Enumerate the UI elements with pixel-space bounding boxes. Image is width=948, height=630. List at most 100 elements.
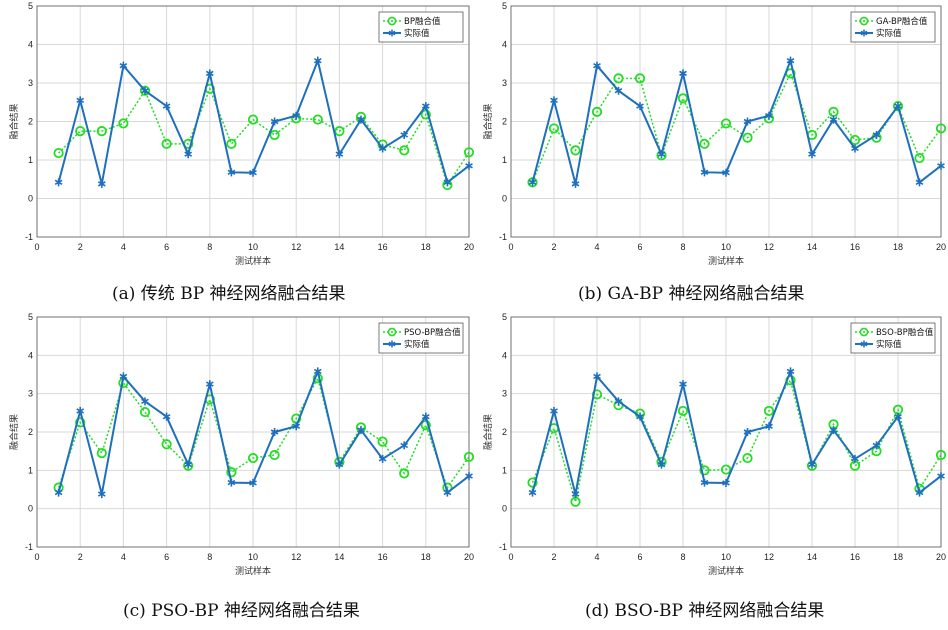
chart-c-caption: (c) PSO-BP 神经网络融合结果 bbox=[123, 601, 360, 621]
chart-b-point-star bbox=[894, 102, 902, 111]
chart-a-point-circle bbox=[161, 138, 172, 149]
chart-c-point-star bbox=[205, 380, 214, 389]
chart-b-ytick-label: 5 bbox=[502, 1, 507, 11]
chart-b-point-star bbox=[851, 144, 859, 153]
chart-b-ytick-label: 4 bbox=[502, 40, 507, 50]
chart-b-point-star bbox=[937, 161, 945, 170]
chart-b-point-circle bbox=[634, 73, 646, 84]
chart-d-point-star bbox=[657, 460, 666, 469]
chart-c-point-circle bbox=[75, 417, 86, 428]
chart-b-point-star bbox=[829, 115, 838, 124]
chart-b-point-star bbox=[700, 168, 709, 177]
chart-d-xtick-label: 18 bbox=[893, 552, 903, 562]
chart-c-xtick-label: 0 bbox=[34, 552, 39, 562]
chart-c-point-circle bbox=[420, 420, 431, 431]
chart-b-ytick-label: 0 bbox=[502, 194, 507, 204]
chart-c-point-star bbox=[76, 406, 85, 415]
chart-d-xlabel: 测试样本 bbox=[708, 565, 744, 577]
chart-a-point-star bbox=[465, 161, 473, 170]
chart-b-ytick-label: 2 bbox=[502, 117, 507, 127]
chart-a-legend-label: BP融合值 bbox=[404, 16, 441, 27]
chart-d-xtick-label: 20 bbox=[936, 552, 946, 562]
chart-a-xlabel: 测试样本 bbox=[235, 255, 271, 267]
chart-d-point-star bbox=[722, 478, 730, 487]
chart-a-caption: (a) 传统 BP 神经网络融合结果 bbox=[112, 284, 346, 304]
chart-d-legend-swatch-marker bbox=[860, 340, 868, 348]
chart-a-point-star bbox=[162, 102, 171, 111]
chart-d-point-star bbox=[571, 490, 580, 499]
chart-b-point-star bbox=[614, 86, 623, 95]
chart-c-point-star bbox=[357, 426, 365, 435]
chart-a-point-star bbox=[378, 144, 387, 153]
chart-d-point-star bbox=[765, 422, 773, 431]
chart-b-series-actual bbox=[528, 56, 945, 188]
chart-b-xtick-label: 20 bbox=[936, 242, 946, 252]
chart-b-xtick-label: 10 bbox=[721, 242, 731, 252]
chart-c-point-star bbox=[249, 478, 257, 487]
chart-c-point-circle bbox=[377, 436, 388, 447]
chart-b-point-star bbox=[915, 178, 924, 187]
chart-d-point-star bbox=[550, 406, 558, 415]
chart-d-xtick-label: 4 bbox=[594, 552, 599, 562]
chart-a-ylabel: 融合结果 bbox=[8, 103, 20, 139]
chart-c-xtick-label: 8 bbox=[207, 552, 212, 562]
chart-b-legend-swatch-marker bbox=[859, 16, 869, 26]
chart-a-point-circle bbox=[96, 126, 107, 137]
chart-panel-b: 0 2 4 6 8 10 12 14 16 18 20 -1 0 1 2 3 4 5 测试样本 融合结果 GA-BP融合… bbox=[474, 0, 948, 310]
chart-c-ytick-label: 4 bbox=[28, 350, 33, 360]
chart-a-series-line bbox=[57, 57, 470, 185]
chart-c-xtick-label: 10 bbox=[248, 552, 258, 562]
chart-a-xtick-label: 16 bbox=[378, 242, 388, 252]
chart-b-point-circle bbox=[527, 177, 538, 188]
chart-d-legend-label: BSO-BP融合值 bbox=[876, 327, 934, 338]
chart-c-xlabel: 测试样本 bbox=[235, 565, 271, 577]
chart-b-xtick-label: 6 bbox=[637, 242, 642, 252]
chart-a-point-star bbox=[76, 96, 85, 105]
chart-a-point-circle bbox=[247, 114, 259, 125]
chart-c-point-star bbox=[141, 397, 149, 406]
chart-b-point-star bbox=[722, 168, 730, 177]
chart-b-point-circle bbox=[892, 101, 904, 112]
chart-c-point-star bbox=[97, 490, 106, 499]
chart-b-xtick-label: 2 bbox=[551, 242, 556, 252]
chart-d-xtick-label: 8 bbox=[680, 552, 685, 562]
chart-a-point-star bbox=[335, 150, 344, 159]
chart-d-point-star bbox=[937, 472, 945, 481]
chart-a-legend-swatch-marker bbox=[387, 16, 397, 26]
chart-c-point-star bbox=[162, 412, 171, 421]
chart-a-point-circle bbox=[53, 147, 64, 159]
chart-c-ytick-label: 5 bbox=[28, 312, 33, 322]
chart-a-point-circle bbox=[269, 129, 280, 141]
chart-b-xlabel: 测试样本 bbox=[708, 255, 744, 267]
chart-d-svg: 0 2 4 6 8 10 12 14 16 18 20-1012345测试样本融合结果BSO-BP融… bbox=[482, 312, 947, 577]
chart-b-xtick-label: 18 bbox=[893, 242, 903, 252]
chart-d-legend-label: 实际值 bbox=[876, 339, 902, 350]
chart-c-series-actual bbox=[54, 367, 473, 499]
chart-a-point-star bbox=[205, 69, 214, 78]
chart-d-point-circle bbox=[935, 449, 947, 461]
chart-c-point-star bbox=[270, 428, 279, 436]
chart-c-point-star bbox=[335, 460, 344, 469]
chart-b-xtick-label: 12 bbox=[764, 242, 774, 252]
chart-c-point-circle bbox=[247, 452, 259, 464]
chart-a-xtick-label: 10 bbox=[248, 242, 258, 252]
chart-c-point-circle bbox=[139, 406, 151, 418]
chart-d-point-star bbox=[786, 367, 795, 376]
chart-b-xtick-label: 0 bbox=[508, 242, 513, 252]
chart-d-point-circle bbox=[699, 465, 710, 476]
chart-a-point-star bbox=[270, 117, 279, 126]
chart-c-point-star bbox=[227, 478, 236, 487]
chart-a-point-circle bbox=[118, 118, 129, 129]
chart-a-point-circle bbox=[312, 114, 323, 125]
chart-d-series-actual bbox=[528, 367, 945, 499]
chart-b-svg: 0 2 4 6 8 10 12 14 16 18 20-1012345测试样本融合结果GA-BP融合… bbox=[482, 1, 947, 267]
chart-a-xtick-label: 12 bbox=[291, 242, 301, 252]
chart-panel-d: 0 2 4 6 8 10 12 14 16 18 20 -1 0 1 2 3 4 5 测试样本 融合结果 BSO-BP融… bbox=[474, 310, 948, 630]
chart-d-xtick-label: 0 bbox=[508, 552, 513, 562]
chart-c-xtick-label: 16 bbox=[378, 552, 388, 562]
chart-a-point-circle bbox=[420, 109, 431, 120]
chart-d-point-star bbox=[636, 412, 644, 421]
chart-c-xtick-label: 6 bbox=[164, 552, 169, 562]
